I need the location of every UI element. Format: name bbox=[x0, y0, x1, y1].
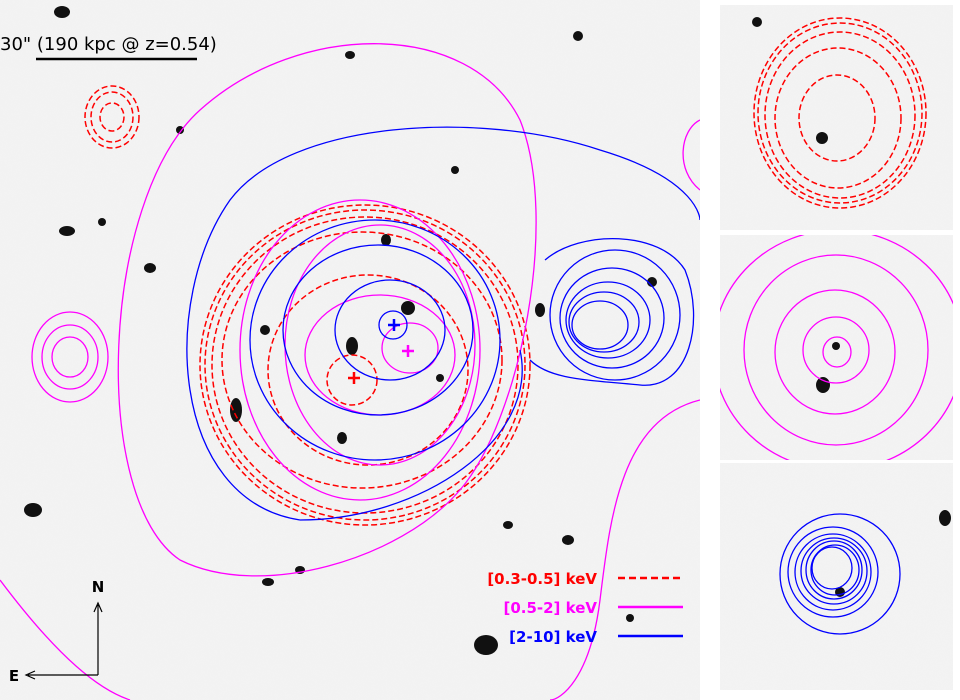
centroid-markers bbox=[348, 319, 414, 384]
main-panel: 30" (190 kpc @ z=0.54) N E [0.3-0.5] keV… bbox=[0, 0, 700, 700]
legend: [0.3-0.5] keV [0.5-2] keV [2-10] keV bbox=[487, 570, 683, 646]
galaxies bbox=[24, 6, 657, 655]
legend-label: [2-10] keV bbox=[509, 628, 597, 646]
compass-north: N bbox=[92, 578, 105, 596]
soft-band-contours bbox=[84, 85, 531, 526]
inset-soft bbox=[720, 5, 953, 230]
inset-medium bbox=[720, 235, 953, 460]
hard-band-contours bbox=[186, 126, 700, 521]
inset-hard bbox=[720, 463, 953, 690]
compass bbox=[24, 601, 103, 680]
compass-east: E bbox=[9, 667, 19, 685]
legend-label: [0.5-2] keV bbox=[503, 599, 597, 617]
medium-band-contours bbox=[0, 43, 700, 700]
legend-label: [0.3-0.5] keV bbox=[487, 570, 597, 588]
scale-bar-label: 30" (190 kpc @ z=0.54) bbox=[0, 34, 217, 55]
